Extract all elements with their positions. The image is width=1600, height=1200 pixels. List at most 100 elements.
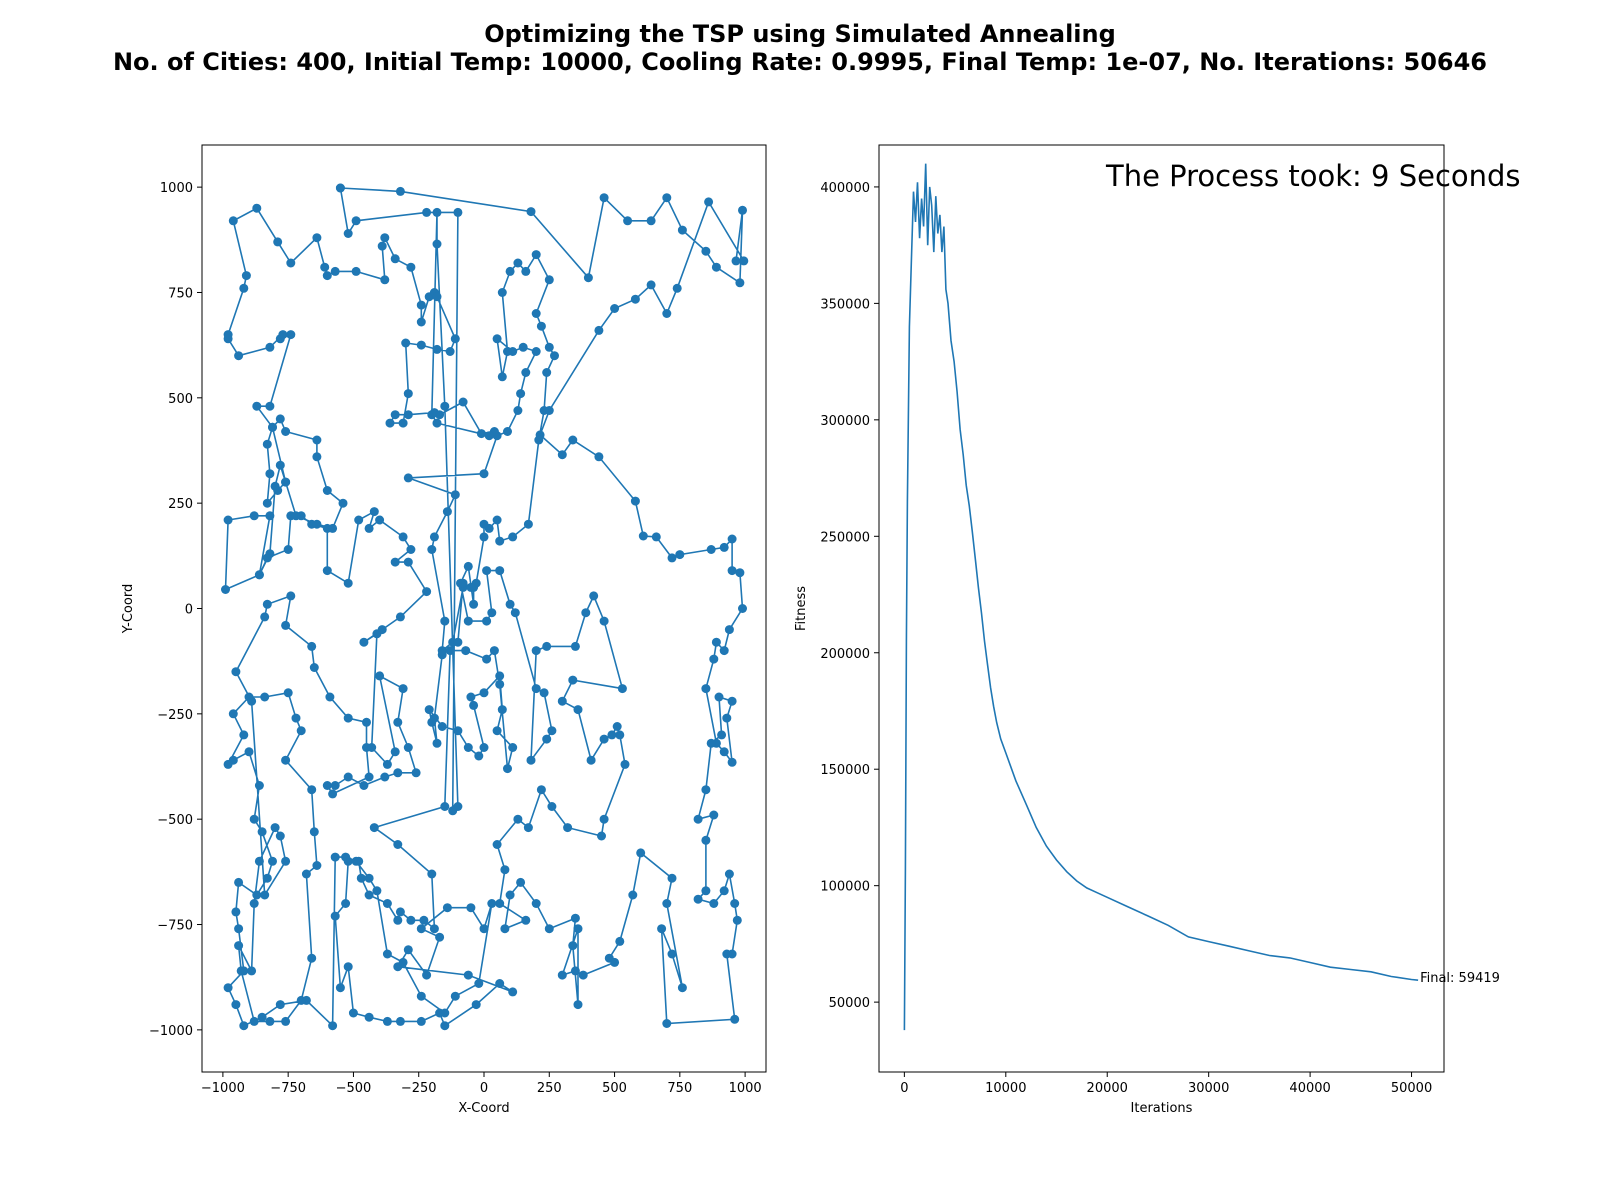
city-point	[275, 831, 285, 841]
city-point	[636, 848, 646, 858]
left-ytick-label: −1000	[149, 1024, 193, 1039]
city-point	[458, 397, 468, 407]
city-point	[307, 953, 317, 963]
city-point	[469, 599, 479, 609]
city-point	[557, 970, 567, 980]
city-point	[393, 840, 403, 849]
city-point	[630, 496, 640, 506]
city-point	[422, 970, 432, 980]
city-point	[231, 1000, 241, 1010]
city-point	[503, 347, 512, 356]
city-point	[380, 772, 390, 782]
city-point	[484, 431, 494, 441]
city-point	[594, 325, 604, 335]
city-point	[735, 278, 745, 288]
city-point	[508, 532, 518, 542]
city-point	[362, 717, 371, 727]
city-point	[422, 207, 432, 217]
city-point	[281, 477, 291, 487]
city-point	[437, 650, 447, 660]
route-x-ticks: −1000 −750 −500 −250 0 250 500 750 1000	[201, 1072, 762, 1096]
city-point	[495, 899, 505, 908]
city-point	[322, 781, 332, 790]
city-point	[531, 347, 541, 356]
city-point	[429, 924, 439, 934]
left-ytick-label: 500	[168, 392, 193, 407]
city-point	[254, 570, 264, 580]
city-point	[730, 899, 740, 908]
city-point	[416, 300, 426, 310]
city-point	[343, 962, 353, 972]
city-point	[249, 511, 259, 521]
city-point	[341, 852, 351, 862]
city-point	[247, 696, 257, 706]
city-point	[620, 759, 630, 769]
city-point	[508, 987, 518, 997]
fitness-y-ticks: 50000 100000 150000 200000 250000 300000 35000…	[820, 181, 879, 1011]
fitness-x-label: Iterations	[1131, 1101, 1193, 1116]
city-point	[701, 835, 711, 845]
city-point	[236, 966, 246, 976]
city-point	[296, 995, 306, 1005]
city-point	[395, 907, 405, 917]
city-point	[322, 566, 332, 576]
city-point	[328, 1021, 338, 1031]
city-point	[727, 534, 737, 544]
city-point	[445, 347, 455, 356]
city-point	[228, 709, 238, 719]
route-y-ticks: −1000 −750 −500 −250 0 250 500 750 1000	[149, 181, 202, 1039]
city-point	[563, 823, 573, 833]
city-point	[403, 945, 413, 955]
city-point	[223, 759, 233, 769]
city-point	[281, 856, 291, 866]
city-point	[738, 604, 747, 613]
city-point	[286, 591, 296, 601]
city-point	[228, 216, 238, 226]
city-point	[416, 340, 426, 350]
city-point	[495, 679, 505, 689]
city-point	[247, 966, 257, 976]
route-x-label: X-Coord	[458, 1101, 509, 1116]
right-ytick-label: 400000	[820, 181, 870, 196]
city-point	[662, 193, 672, 203]
city-point	[474, 751, 484, 761]
city-point	[586, 755, 596, 765]
city-point	[223, 330, 233, 340]
city-point	[437, 722, 447, 731]
city-point	[234, 924, 244, 934]
city-point	[727, 696, 737, 706]
city-point	[717, 730, 727, 740]
city-point	[343, 713, 353, 723]
city-point	[442, 507, 452, 517]
city-point	[239, 283, 249, 293]
left-xtick-label: 250	[537, 1081, 562, 1096]
city-point	[364, 1012, 374, 1022]
city-point	[615, 936, 625, 946]
city-point	[500, 924, 510, 934]
fitness-x-ticks: 0 10000 20000 30000 40000 50000	[900, 1072, 1432, 1096]
right-ytick-label: 150000	[820, 763, 870, 778]
city-point	[573, 705, 583, 715]
city-point	[393, 717, 403, 727]
city-point	[427, 717, 437, 727]
fitness-plot-area	[878, 144, 1445, 1073]
city-point	[257, 827, 267, 837]
city-point	[539, 688, 549, 698]
city-point	[335, 183, 345, 193]
city-point	[380, 233, 390, 243]
city-point	[231, 667, 241, 677]
city-point	[732, 915, 742, 925]
city-point	[406, 262, 416, 272]
city-point	[536, 785, 546, 795]
city-point	[711, 637, 721, 647]
city-point	[322, 486, 332, 495]
city-point	[542, 368, 552, 377]
city-point	[505, 890, 515, 900]
city-point	[727, 566, 737, 576]
city-point	[265, 511, 275, 521]
city-point	[677, 983, 687, 993]
city-point	[322, 271, 332, 281]
city-point	[440, 401, 450, 411]
city-point	[262, 599, 272, 609]
left-xtick-label: −250	[401, 1081, 437, 1096]
